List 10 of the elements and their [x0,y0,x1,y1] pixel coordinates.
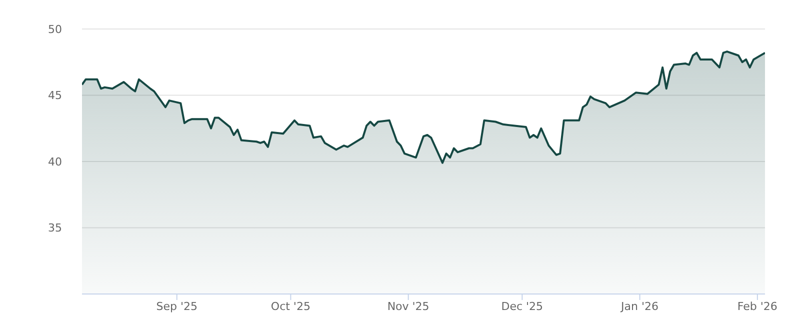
y-tick-label: 40 [48,155,62,168]
y-tick-label: 50 [48,22,62,36]
x-tick-label: Sep '25 [156,300,198,313]
x-tick-label: Feb '26 [737,300,778,313]
y-tick-label: 35 [48,222,62,235]
x-tick-label: Jan '26 [620,300,659,313]
y-tick-label: 45 [48,89,62,102]
x-tick-label: Nov '25 [387,300,430,313]
x-tick-label: Dec '25 [501,300,544,313]
x-tick-label: Oct '25 [270,300,310,313]
